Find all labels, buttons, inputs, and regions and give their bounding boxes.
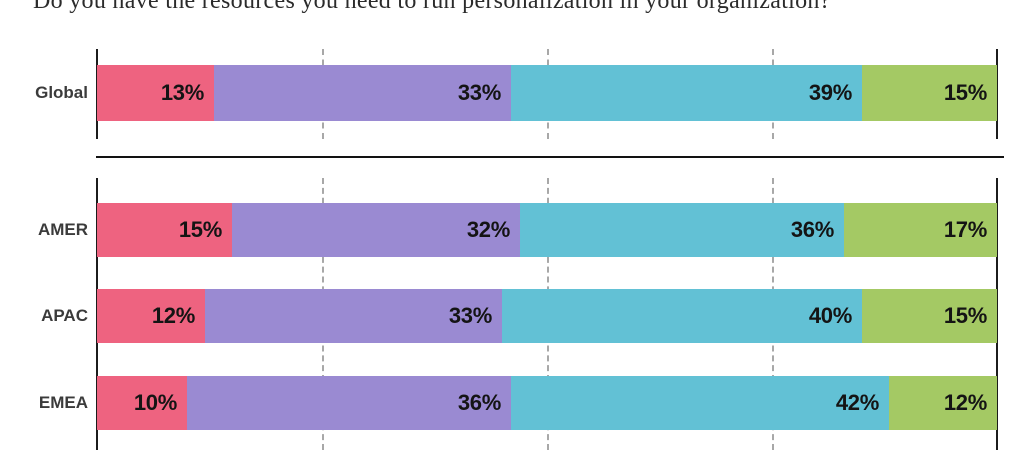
row-label-global: Global <box>35 83 88 102</box>
bar-segment-global-2: 33% <box>214 65 511 121</box>
bar-segment-global-3: 39% <box>511 65 862 121</box>
bar-segment-global-4: 15% <box>862 65 997 121</box>
row-label-amer: AMER <box>37 220 88 239</box>
bar-segment-emea-4: 12% <box>889 376 997 430</box>
segment-value-label: 36% <box>790 217 834 242</box>
segment-value-label: 39% <box>808 80 852 105</box>
bar-row-apac: 12% 33% 40% 15% <box>97 289 997 343</box>
bar-segment-apac-4: 15% <box>862 289 997 343</box>
segment-value-label: 15% <box>943 80 987 105</box>
segment-value-label: 42% <box>835 390 879 415</box>
axis-right <box>996 178 998 450</box>
bar-row-global: 13% 33% 39% 15% <box>97 65 997 121</box>
plot-area-regions: 15% 32% 36% 17% 12% 33% 40% 15% 10% 36% 42% 12% <box>96 178 998 450</box>
segment-value-label: 36% <box>457 390 501 415</box>
row-label-apac: APAC <box>41 306 88 325</box>
segment-value-label: 33% <box>457 80 501 105</box>
segment-value-label: 40% <box>808 303 852 328</box>
bar-segment-emea-3: 42% <box>511 376 889 430</box>
segment-value-label: 12% <box>943 390 987 415</box>
bar-row-amer: 15% 32% 36% 17% <box>97 203 997 257</box>
bar-segment-emea-2: 36% <box>187 376 511 430</box>
bar-segment-amer-4: 17% <box>844 203 997 257</box>
plot-area-global: 13% 33% 39% 15% <box>96 49 998 139</box>
bar-segment-amer-1: 15% <box>97 203 232 257</box>
segment-value-label: 32% <box>466 217 510 242</box>
bar-segment-amer-2: 32% <box>232 203 520 257</box>
bar-segment-apac-2: 33% <box>205 289 502 343</box>
segment-value-label: 15% <box>178 217 222 242</box>
segment-value-label: 33% <box>448 303 492 328</box>
axis-right <box>996 49 998 139</box>
bar-segment-global-1: 13% <box>97 65 214 121</box>
bar-segment-emea-1: 10% <box>97 376 187 430</box>
section-divider <box>96 156 1004 158</box>
chart-title: Do you have the resources you need to ru… <box>33 0 831 14</box>
segment-value-label: 17% <box>943 217 987 242</box>
segment-value-label: 12% <box>151 303 195 328</box>
bar-row-emea: 10% 36% 42% 12% <box>97 376 997 430</box>
segment-value-label: 13% <box>160 80 204 105</box>
bar-segment-apac-1: 12% <box>97 289 205 343</box>
bar-segment-apac-3: 40% <box>502 289 862 343</box>
bar-segment-amer-3: 36% <box>520 203 844 257</box>
segment-value-label: 10% <box>133 390 177 415</box>
row-label-emea: EMEA <box>38 393 88 412</box>
segment-value-label: 15% <box>943 303 987 328</box>
